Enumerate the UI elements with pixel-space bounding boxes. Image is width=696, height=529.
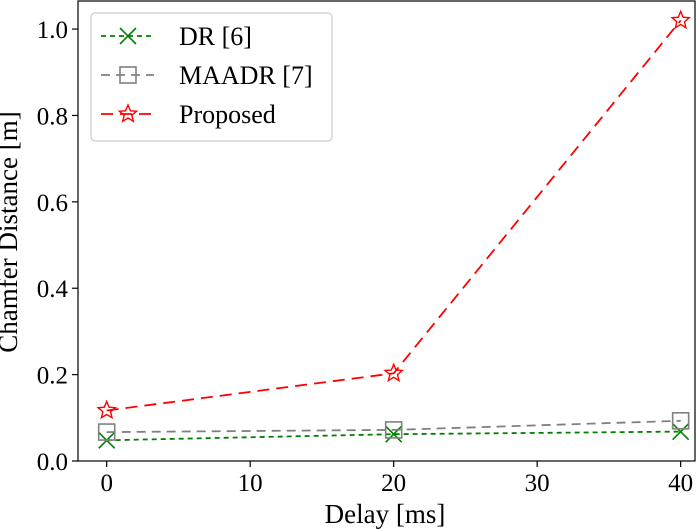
y-axis-label: Chamfer Distance [m] xyxy=(0,111,23,352)
data-point-maadr-7 xyxy=(671,412,690,430)
y-tick-label: 0.0 xyxy=(37,449,68,476)
series-line-proposed xyxy=(106,19,682,412)
plot-content: 0 10 20 30 40 0.0 0.2 0.4 0.6 0.8 1.0 xyxy=(37,0,696,497)
data-point-proposed xyxy=(383,362,404,383)
series-line-dr-6 xyxy=(106,430,681,442)
y-tick-label: 1.0 xyxy=(37,17,68,44)
x-marker-stroke xyxy=(672,423,690,441)
plot-frame xyxy=(77,0,696,462)
data-point-proposed xyxy=(96,399,118,420)
y-tick-label: 0.4 xyxy=(37,276,69,303)
x-tick-label: 30 xyxy=(525,470,550,497)
legend-marker-proposed xyxy=(117,103,139,123)
x-tick-label: 20 xyxy=(381,470,406,497)
x-marker-stroke xyxy=(119,27,137,45)
y-tick-label: 0.8 xyxy=(37,103,68,130)
data-point-maadr-7 xyxy=(384,421,403,439)
legend-label-maadr-7: MAADR [7] xyxy=(179,61,313,90)
legend: DR [6] MAADR [7] Proposed xyxy=(90,12,333,142)
x-tick-label: 40 xyxy=(668,470,693,497)
legend-marker-dr-6 xyxy=(119,27,137,45)
legend-box xyxy=(90,12,333,142)
legend-label-dr-6: DR [6] xyxy=(179,22,252,51)
y-tick-label: 0.6 xyxy=(37,190,68,217)
x-axis-label: Delay [ms] xyxy=(325,499,446,529)
y-tick-label: 0.2 xyxy=(37,363,68,390)
x-tick-label: 0 xyxy=(100,470,113,497)
data-point-dr-6 xyxy=(672,423,690,441)
data-point-maadr-7 xyxy=(97,423,116,441)
data-point-proposed xyxy=(670,9,691,30)
legend-label-proposed: Proposed xyxy=(179,100,276,129)
legend-marker-maadr-7 xyxy=(119,66,137,84)
series-line-maadr-7 xyxy=(106,419,681,433)
x-tick-label: 10 xyxy=(238,470,263,497)
